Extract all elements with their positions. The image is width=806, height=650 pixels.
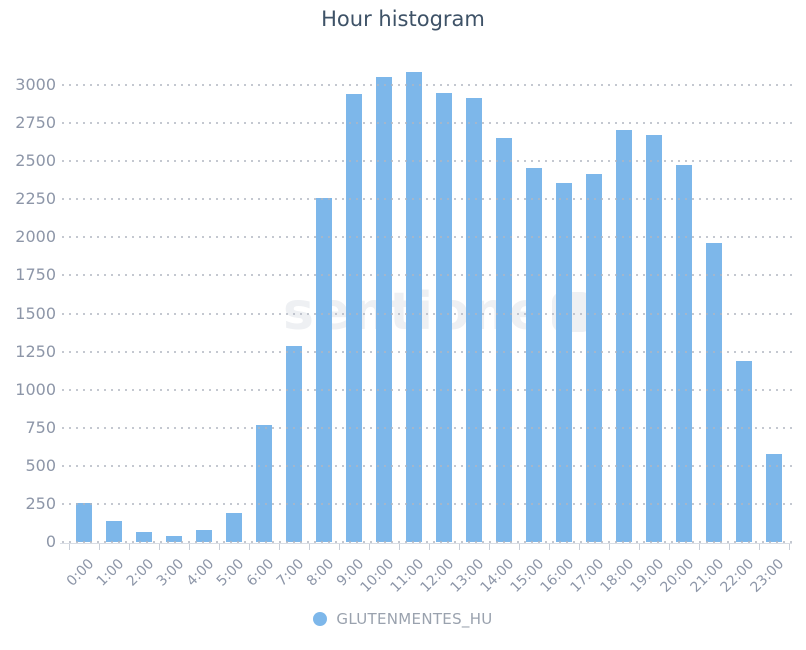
y-axis-label-1250: 1250 <box>15 341 56 361</box>
bar-18:00[interactable] <box>616 130 632 542</box>
x-axis-line <box>60 543 792 544</box>
y-axis-label-2750: 2750 <box>15 113 56 133</box>
bar-0:00[interactable] <box>76 503 92 542</box>
x-axis-tick <box>249 544 250 550</box>
x-axis-tick <box>99 544 100 550</box>
x-axis-tick <box>639 544 640 550</box>
bar-16:00[interactable] <box>556 183 572 542</box>
gridline-1500 <box>62 312 792 315</box>
x-axis-tick <box>339 544 340 550</box>
x-axis-tick <box>309 544 310 550</box>
bar-1:00[interactable] <box>106 521 122 542</box>
gridline-1250 <box>62 350 792 353</box>
y-axis-label-2250: 2250 <box>15 189 56 209</box>
y-axis-label-500: 500 <box>25 455 56 475</box>
bar-8:00[interactable] <box>316 198 332 542</box>
y-axis-label-250: 250 <box>25 493 56 513</box>
y-axis-label-1000: 1000 <box>15 379 56 399</box>
gridline-2500 <box>62 160 792 163</box>
bar-20:00[interactable] <box>676 165 692 542</box>
gridline-2250 <box>62 198 792 201</box>
y-axis-label-3000: 3000 <box>15 75 56 94</box>
bar-7:00[interactable] <box>286 346 302 542</box>
gridline-1000 <box>62 388 792 391</box>
y-axis-label-1500: 1500 <box>15 303 56 323</box>
x-axis-tick <box>699 544 700 550</box>
bar-13:00[interactable] <box>466 98 482 542</box>
y-axis-label-2000: 2000 <box>15 227 56 247</box>
x-axis-tick <box>429 544 430 550</box>
x-axis-tick <box>759 544 760 550</box>
x-axis-tick <box>189 544 190 550</box>
gridline-750 <box>62 426 792 429</box>
x-axis-tick <box>489 544 490 550</box>
legend-marker-icon <box>313 612 328 626</box>
x-axis-tick <box>129 544 130 550</box>
bar-14:00[interactable] <box>496 138 512 542</box>
y-axis-label-1750: 1750 <box>15 265 56 285</box>
bar-5:00[interactable] <box>226 513 242 542</box>
bar-10:00[interactable] <box>376 77 392 542</box>
chart-title: Hour histogram <box>321 7 485 31</box>
gridline-1750 <box>62 274 792 277</box>
legend-series-label: GLUTENMENTES_HU <box>336 610 493 628</box>
x-axis-tick <box>609 544 610 550</box>
gridline-3000 <box>62 84 792 86</box>
x-axis-tick <box>279 544 280 550</box>
y-axis-label-750: 750 <box>25 417 56 437</box>
gridline-250 <box>62 502 792 505</box>
gridline-500 <box>62 464 792 467</box>
x-axis-tick <box>219 544 220 550</box>
bar-19:00[interactable] <box>646 135 662 542</box>
bar-12:00[interactable] <box>436 93 452 542</box>
bar-21:00[interactable] <box>706 243 722 542</box>
y-axis-label-2500: 2500 <box>15 151 56 171</box>
x-axis-tick <box>399 544 400 550</box>
bar-9:00[interactable] <box>346 94 362 542</box>
bar-11:00[interactable] <box>406 72 422 542</box>
y-axis-label-0: 0 <box>45 532 56 551</box>
bar-3:00[interactable] <box>166 536 182 542</box>
bar-2:00[interactable] <box>136 532 152 542</box>
x-axis-tick <box>159 544 160 550</box>
bar-17:00[interactable] <box>586 174 602 542</box>
x-axis-tick <box>369 544 370 550</box>
gridline-0 <box>62 541 792 543</box>
gridline-2000 <box>62 236 792 239</box>
bar-22:00[interactable] <box>736 361 752 542</box>
bar-23:00[interactable] <box>766 454 782 542</box>
bar-4:00[interactable] <box>196 530 212 542</box>
bar-6:00[interactable] <box>256 425 272 542</box>
x-axis-tick <box>519 544 520 550</box>
x-axis-tick <box>459 544 460 550</box>
x-axis-tick <box>549 544 550 550</box>
x-axis-tick <box>69 544 70 550</box>
x-axis-tick <box>579 544 580 550</box>
legend-item-glutenmentes-hu[interactable]: GLUTENMENTES_HU <box>0 610 806 628</box>
gridline-2750 <box>62 122 792 125</box>
x-axis-tick <box>729 544 730 550</box>
x-axis-tick <box>789 544 790 550</box>
bar-15:00[interactable] <box>526 168 542 542</box>
x-axis-tick <box>669 544 670 550</box>
